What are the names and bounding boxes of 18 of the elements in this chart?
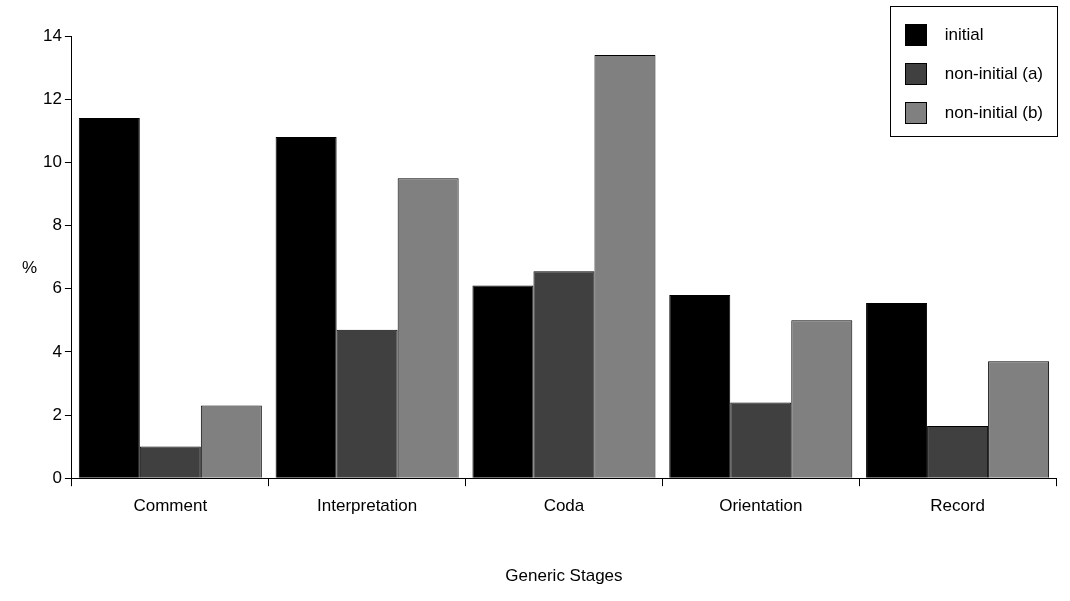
y-tick-label: 12 bbox=[42, 88, 62, 108]
x-tick-label: Interpretation bbox=[317, 496, 418, 516]
x-axis-title: Generic Stages bbox=[505, 566, 623, 586]
y-tick-label: 6 bbox=[52, 278, 62, 298]
y-tick-label: 2 bbox=[52, 404, 62, 424]
y-axis-title: % bbox=[22, 258, 38, 278]
x-tick-label: Coda bbox=[543, 496, 585, 516]
y-tick-label: 14 bbox=[42, 25, 62, 45]
legend-label: initial bbox=[944, 24, 984, 45]
x-tick-label: Comment bbox=[133, 496, 208, 516]
x-tick-label: Record bbox=[930, 496, 985, 516]
legend-label: non-initial (a) bbox=[944, 63, 1043, 84]
x-tick-label: Orientation bbox=[719, 496, 803, 516]
y-tick-label: 8 bbox=[52, 215, 62, 235]
y-tick-label: 0 bbox=[52, 467, 62, 487]
y-tick-label: 10 bbox=[42, 152, 62, 172]
y-tick-label: 4 bbox=[52, 341, 62, 361]
legend-label: non-initial (b) bbox=[944, 102, 1043, 123]
